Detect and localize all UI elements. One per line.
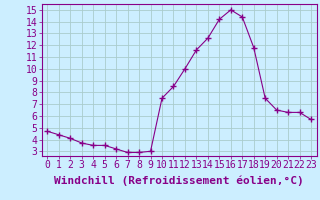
X-axis label: Windchill (Refroidissement éolien,°C): Windchill (Refroidissement éolien,°C) [54, 176, 304, 186]
